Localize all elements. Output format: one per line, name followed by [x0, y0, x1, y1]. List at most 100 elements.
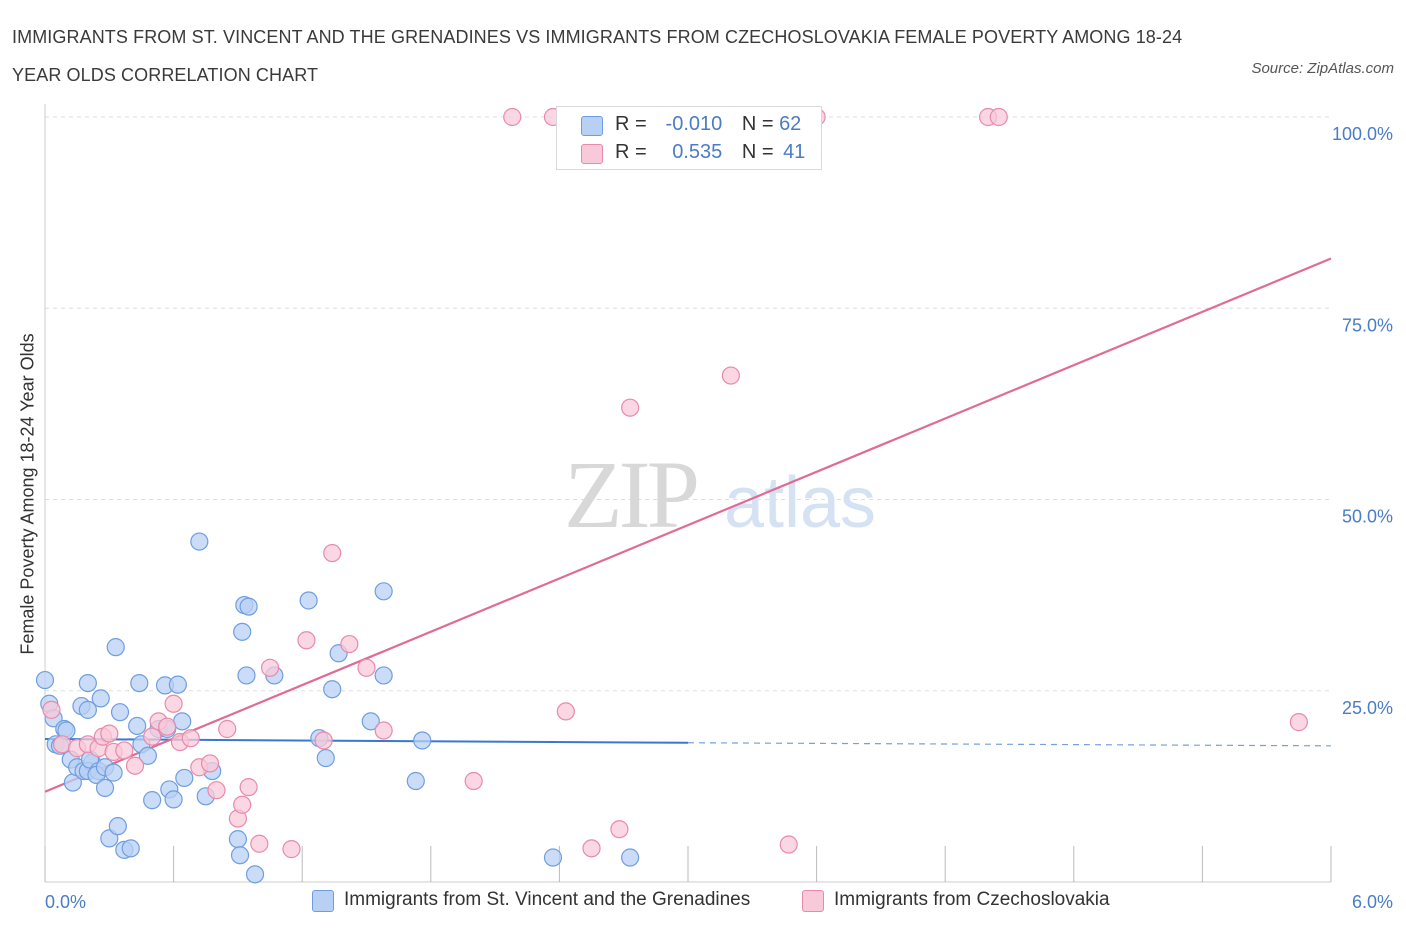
- point-s0-62: [413, 731, 432, 750]
- point-s0-33: [143, 791, 162, 810]
- point-s0-29: [128, 716, 147, 736]
- point-s0-59: [374, 582, 393, 601]
- point-s0-38: [164, 790, 183, 809]
- point-s0-49: [237, 666, 256, 685]
- point-s0-51: [245, 865, 265, 884]
- point-s1-24: [260, 658, 280, 677]
- y-tick-label-100: 100.0%: [1332, 124, 1393, 144]
- legend-pink-n-label: N =: [741, 141, 774, 163]
- point-s1-21: [233, 795, 252, 814]
- point-s0-41: [175, 768, 194, 788]
- point-s1-13: [164, 694, 183, 713]
- legend-pink-n-value: 41: [783, 141, 806, 163]
- point-s1-39: [721, 366, 740, 385]
- point-s0-0: [35, 670, 55, 690]
- x-tick-label-min: 0.0%: [45, 892, 86, 912]
- point-s1-40: [779, 835, 798, 854]
- chart-title: IMMIGRANTS FROM ST. VINCENT AND THE GREN…: [12, 27, 1183, 85]
- point-s0-63: [543, 848, 563, 867]
- watermark: ZIP atlas: [564, 441, 876, 548]
- series-name-pink: Immigrants from Czechoslovakia: [834, 889, 1110, 910]
- point-s0-46: [230, 846, 250, 865]
- legend-blue-r-label: R =: [615, 113, 647, 135]
- point-s1-32: [464, 771, 483, 791]
- point-s0-61: [406, 771, 425, 791]
- point-s0-23: [104, 763, 123, 782]
- point-s0-12: [78, 700, 97, 719]
- point-s1-25: [282, 840, 301, 859]
- legend-blue-n-value: 62: [779, 113, 802, 135]
- y-tick-label-75: 75.0%: [1342, 315, 1393, 335]
- point-s0-24: [106, 638, 125, 657]
- watermark-zip: ZIP: [564, 441, 697, 548]
- y-axis-title: Female Poverty Among 18-24 Year Olds: [17, 333, 38, 655]
- points-layer: [35, 107, 1308, 884]
- point-s1-36: [582, 839, 601, 858]
- legend-swatch-blue: [581, 116, 603, 136]
- point-s0-58: [361, 712, 380, 731]
- point-s1-44: [1289, 713, 1308, 732]
- trend-line-pink: [44, 257, 1332, 793]
- point-s0-19: [91, 689, 110, 708]
- source-label: Source: ZipAtlas.com: [1251, 60, 1394, 77]
- legend-pink-r-label: R =: [615, 141, 647, 163]
- point-s0-28: [121, 839, 140, 858]
- point-s1-35: [556, 702, 575, 721]
- point-s1-8: [115, 741, 134, 760]
- point-s1-33: [503, 107, 522, 127]
- series-legend: Immigrants from St. Vincent and the Gren…: [0, 888, 1406, 916]
- correlation-legend: R = -0.010 N = 62 R = 0.535 N = 41: [556, 106, 822, 170]
- point-s0-30: [130, 673, 149, 693]
- point-s0-45: [228, 830, 247, 849]
- point-s0-25: [108, 817, 127, 836]
- point-s0-21: [95, 778, 115, 798]
- point-s1-9: [125, 756, 145, 775]
- point-s1-19: [218, 719, 237, 739]
- series-swatch-blue: [312, 890, 334, 912]
- y-tick-label-25: 25.0%: [1342, 698, 1393, 718]
- trend-layer: [44, 257, 1332, 793]
- legend-blue-r-value: -0.010: [665, 113, 723, 135]
- legend-swatch-pink: [581, 144, 603, 164]
- series-name-blue: Immigrants from St. Vincent and the Gren…: [344, 889, 751, 910]
- point-s0-53: [299, 591, 318, 610]
- y-tick-label-50: 50.0%: [1342, 507, 1393, 527]
- point-s1-28: [323, 543, 342, 563]
- trend-line-blue-extension: [687, 742, 1332, 747]
- point-s1-1: [53, 735, 72, 754]
- point-s1-37: [610, 820, 629, 839]
- point-s1-26: [297, 631, 316, 650]
- point-s0-50: [239, 597, 258, 616]
- point-s1-0: [42, 700, 61, 719]
- point-s1-6: [100, 724, 119, 743]
- point-s1-15: [181, 729, 200, 748]
- point-s0-26: [110, 703, 130, 722]
- point-s0-32: [138, 746, 157, 765]
- point-s0-42: [190, 532, 209, 551]
- point-s0-16: [78, 673, 97, 693]
- point-s1-17: [200, 754, 220, 773]
- point-s0-64: [621, 848, 640, 867]
- point-s1-27: [314, 731, 333, 750]
- point-s1-23: [250, 834, 269, 853]
- point-s1-29: [340, 634, 359, 654]
- point-s1-18: [207, 781, 226, 800]
- watermark-atlas: atlas: [724, 463, 876, 543]
- point-s0-60: [374, 666, 393, 685]
- point-s1-22: [239, 778, 258, 797]
- point-s0-55: [316, 748, 335, 768]
- point-s0-47: [233, 622, 252, 641]
- legend-pink-r-value: 0.535: [672, 141, 723, 163]
- point-s1-10: [143, 727, 162, 746]
- series-swatch-pink: [802, 890, 824, 912]
- legend-blue-n-label: N =: [741, 113, 774, 135]
- point-s0-56: [323, 680, 342, 699]
- x-tick-label-max: 6.0%: [1352, 892, 1393, 912]
- point-s0-39: [168, 675, 187, 694]
- point-s1-30: [357, 658, 376, 677]
- point-s1-43: [989, 107, 1008, 127]
- tick-label-layer: 25.0% 50.0% 75.0% 100.0% 0.0% 6.0%: [45, 124, 1393, 912]
- point-s1-38: [621, 398, 640, 417]
- point-s1-31: [374, 721, 393, 740]
